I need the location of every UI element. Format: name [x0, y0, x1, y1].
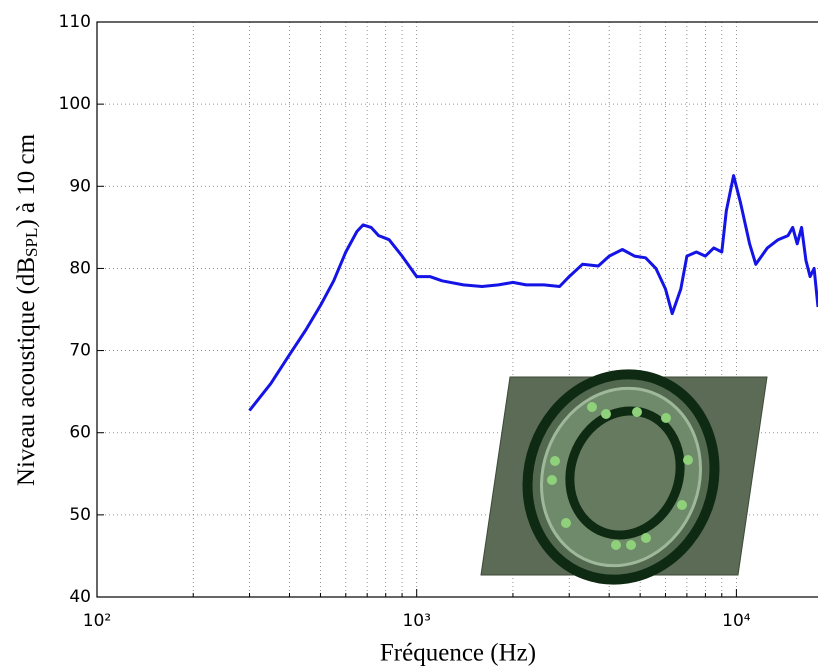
plot-frame	[96, 21, 818, 598]
dots	[547, 402, 693, 550]
y-tick-label: 80	[69, 258, 91, 278]
y-tick-label: 50	[69, 505, 91, 525]
y-tick-label: 90	[69, 176, 91, 196]
line-series	[248, 174, 818, 412]
x-tick-label: 10²	[83, 611, 111, 631]
y-tick-label: 110	[59, 12, 91, 32]
y-label-main: Niveau acoustique (dB	[13, 257, 40, 486]
y-tick-label: 60	[69, 423, 91, 443]
y-label-sub: SPL	[22, 228, 41, 257]
y-tick-label: 40	[69, 587, 91, 607]
y-label-rest: ) à 10 cm	[13, 133, 40, 227]
y-tick-label: 100	[59, 94, 91, 114]
inner-ring	[565, 406, 685, 540]
x-axis-label: Fréquence (Hz)	[380, 640, 536, 667]
x-tick-label: 10⁴	[722, 611, 751, 631]
x-tick-label: 10³	[402, 611, 430, 631]
y-axis-label: Niveau acoustique (dBSPL) à 10 cm	[13, 133, 41, 486]
y-tick-label: 70	[69, 341, 91, 361]
inset-render	[480, 369, 768, 585]
